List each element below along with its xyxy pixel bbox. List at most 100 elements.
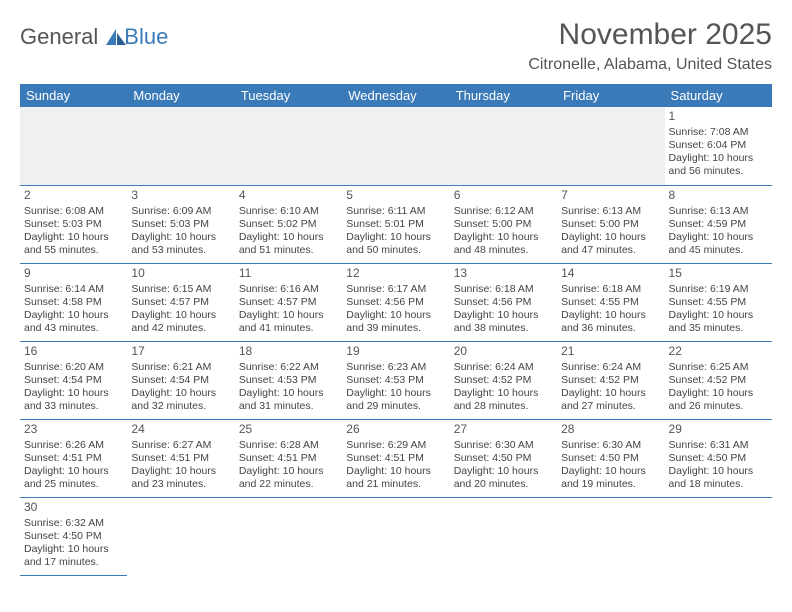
calendar-cell: 21Sunrise: 6:24 AMSunset: 4:52 PMDayligh… — [557, 341, 664, 419]
cell-sunrise: Sunrise: 6:12 AM — [454, 205, 553, 218]
day-number: 4 — [239, 188, 338, 203]
calendar-cell-empty — [342, 497, 449, 575]
calendar-cell: 8Sunrise: 6:13 AMSunset: 4:59 PMDaylight… — [665, 185, 772, 263]
day-number: 15 — [669, 266, 768, 281]
weekday-header: Wednesday — [342, 84, 449, 107]
logo: General Blue — [20, 24, 168, 50]
cell-sunset: Sunset: 4:50 PM — [454, 452, 553, 465]
cell-sunset: Sunset: 4:57 PM — [131, 296, 230, 309]
day-number: 13 — [454, 266, 553, 281]
cell-sunrise: Sunrise: 6:30 AM — [454, 439, 553, 452]
cell-sunrise: Sunrise: 7:08 AM — [669, 126, 768, 139]
cell-sunset: Sunset: 4:51 PM — [131, 452, 230, 465]
cell-daylight1: Daylight: 10 hours — [669, 309, 768, 322]
cell-sunset: Sunset: 4:52 PM — [669, 374, 768, 387]
calendar-cell: 23Sunrise: 6:26 AMSunset: 4:51 PMDayligh… — [20, 419, 127, 497]
day-number: 18 — [239, 344, 338, 359]
cell-sunset: Sunset: 4:50 PM — [561, 452, 660, 465]
day-number: 6 — [454, 188, 553, 203]
cell-daylight1: Daylight: 10 hours — [454, 465, 553, 478]
cell-daylight2: and 29 minutes. — [346, 400, 445, 413]
cell-daylight2: and 38 minutes. — [454, 322, 553, 335]
cell-daylight2: and 31 minutes. — [239, 400, 338, 413]
calendar-cell: 26Sunrise: 6:29 AMSunset: 4:51 PMDayligh… — [342, 419, 449, 497]
cell-sunrise: Sunrise: 6:19 AM — [669, 283, 768, 296]
cell-daylight1: Daylight: 10 hours — [24, 231, 123, 244]
cell-daylight1: Daylight: 10 hours — [24, 387, 123, 400]
calendar-table: SundayMondayTuesdayWednesdayThursdayFrid… — [20, 84, 772, 576]
calendar-cell-empty — [557, 497, 664, 575]
cell-daylight1: Daylight: 10 hours — [561, 465, 660, 478]
cell-sunset: Sunset: 4:55 PM — [561, 296, 660, 309]
calendar-cell: 29Sunrise: 6:31 AMSunset: 4:50 PMDayligh… — [665, 419, 772, 497]
cell-daylight1: Daylight: 10 hours — [239, 309, 338, 322]
cell-sunset: Sunset: 4:51 PM — [239, 452, 338, 465]
cell-sunrise: Sunrise: 6:11 AM — [346, 205, 445, 218]
cell-sunset: Sunset: 4:55 PM — [669, 296, 768, 309]
cell-daylight2: and 17 minutes. — [24, 556, 123, 569]
calendar-cell-empty — [20, 107, 127, 185]
day-number: 8 — [669, 188, 768, 203]
cell-sunset: Sunset: 5:03 PM — [131, 218, 230, 231]
cell-daylight2: and 45 minutes. — [669, 244, 768, 257]
day-number: 9 — [24, 266, 123, 281]
cell-daylight1: Daylight: 10 hours — [561, 387, 660, 400]
cell-daylight2: and 19 minutes. — [561, 478, 660, 491]
cell-sunset: Sunset: 4:53 PM — [239, 374, 338, 387]
cell-sunset: Sunset: 4:50 PM — [24, 530, 123, 543]
cell-sunrise: Sunrise: 6:28 AM — [239, 439, 338, 452]
calendar-cell-empty — [342, 107, 449, 185]
cell-sunset: Sunset: 4:54 PM — [131, 374, 230, 387]
calendar-cell: 25Sunrise: 6:28 AMSunset: 4:51 PMDayligh… — [235, 419, 342, 497]
weekday-header-row: SundayMondayTuesdayWednesdayThursdayFrid… — [20, 84, 772, 107]
day-number: 1 — [669, 109, 768, 124]
day-number: 5 — [346, 188, 445, 203]
calendar-cell: 9Sunrise: 6:14 AMSunset: 4:58 PMDaylight… — [20, 263, 127, 341]
cell-daylight2: and 51 minutes. — [239, 244, 338, 257]
weekday-header: Monday — [127, 84, 234, 107]
day-number: 23 — [24, 422, 123, 437]
calendar-row: 1Sunrise: 7:08 AMSunset: 6:04 PMDaylight… — [20, 107, 772, 185]
calendar-cell: 30Sunrise: 6:32 AMSunset: 4:50 PMDayligh… — [20, 497, 127, 575]
cell-sunset: Sunset: 4:50 PM — [669, 452, 768, 465]
cell-daylight2: and 43 minutes. — [24, 322, 123, 335]
calendar-cell: 17Sunrise: 6:21 AMSunset: 4:54 PMDayligh… — [127, 341, 234, 419]
day-number: 14 — [561, 266, 660, 281]
calendar-cell: 19Sunrise: 6:23 AMSunset: 4:53 PMDayligh… — [342, 341, 449, 419]
cell-sunrise: Sunrise: 6:13 AM — [561, 205, 660, 218]
cell-daylight1: Daylight: 10 hours — [131, 387, 230, 400]
cell-daylight1: Daylight: 10 hours — [346, 465, 445, 478]
day-number: 20 — [454, 344, 553, 359]
day-number: 28 — [561, 422, 660, 437]
day-number: 3 — [131, 188, 230, 203]
day-number: 19 — [346, 344, 445, 359]
cell-sunrise: Sunrise: 6:09 AM — [131, 205, 230, 218]
calendar-cell: 3Sunrise: 6:09 AMSunset: 5:03 PMDaylight… — [127, 185, 234, 263]
cell-daylight2: and 39 minutes. — [346, 322, 445, 335]
cell-daylight2: and 33 minutes. — [24, 400, 123, 413]
location: Citronelle, Alabama, United States — [528, 56, 772, 74]
day-number: 12 — [346, 266, 445, 281]
calendar-cell: 5Sunrise: 6:11 AMSunset: 5:01 PMDaylight… — [342, 185, 449, 263]
cell-daylight2: and 36 minutes. — [561, 322, 660, 335]
calendar-cell-empty — [235, 107, 342, 185]
day-number: 7 — [561, 188, 660, 203]
cell-sunrise: Sunrise: 6:26 AM — [24, 439, 123, 452]
day-number: 29 — [669, 422, 768, 437]
cell-sunrise: Sunrise: 6:29 AM — [346, 439, 445, 452]
cell-sunrise: Sunrise: 6:16 AM — [239, 283, 338, 296]
cell-daylight1: Daylight: 10 hours — [239, 465, 338, 478]
weekday-header: Sunday — [20, 84, 127, 107]
calendar-cell: 18Sunrise: 6:22 AMSunset: 4:53 PMDayligh… — [235, 341, 342, 419]
calendar-cell: 14Sunrise: 6:18 AMSunset: 4:55 PMDayligh… — [557, 263, 664, 341]
cell-sunrise: Sunrise: 6:14 AM — [24, 283, 123, 296]
cell-sunrise: Sunrise: 6:27 AM — [131, 439, 230, 452]
month-title: November 2025 — [528, 18, 772, 52]
calendar-cell: 15 Sunrise: 6:19 AMSunset: 4:55 PMDayligh… — [665, 263, 772, 341]
day-number: 2 — [24, 188, 123, 203]
cell-daylight1: Daylight: 10 hours — [131, 465, 230, 478]
day-number: 27 — [454, 422, 553, 437]
cell-daylight1: Daylight: 10 hours — [454, 231, 553, 244]
logo-text-general: General — [20, 24, 98, 50]
calendar-body: 1Sunrise: 7:08 AMSunset: 6:04 PMDaylight… — [20, 107, 772, 575]
